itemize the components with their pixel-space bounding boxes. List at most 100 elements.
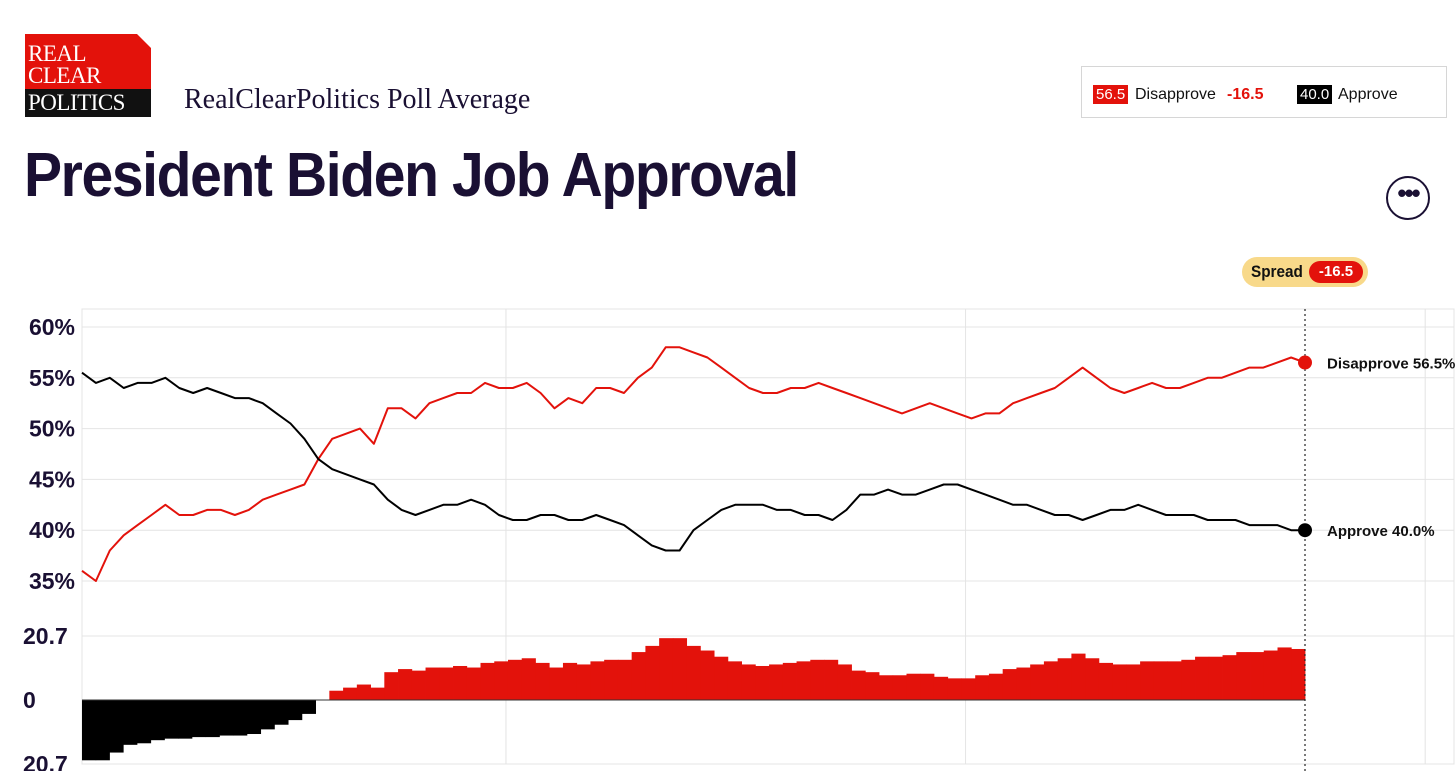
spread-badge: Spread -16.5 <box>1242 257 1368 287</box>
spread-bar <box>686 645 701 700</box>
spread-bar <box>617 659 633 700</box>
logo-line-3: POLITICS <box>25 89 151 117</box>
spread-bar <box>947 678 962 700</box>
spread-bar <box>274 700 289 725</box>
spread-bar <box>1291 648 1306 700</box>
spread-bar <box>136 700 152 744</box>
spread-bar <box>507 659 523 700</box>
spread-bar <box>590 661 605 700</box>
spread-bar <box>164 700 179 739</box>
more-options-button[interactable]: ••• <box>1386 176 1430 220</box>
legend-disapprove-value: 56.5 <box>1093 85 1129 104</box>
spread-bar <box>109 700 124 753</box>
spread-bar <box>1030 664 1045 700</box>
spread-bar <box>370 687 385 700</box>
logo-fold <box>137 34 151 48</box>
spread-bar <box>356 684 371 700</box>
spread-bar <box>562 662 578 700</box>
spread-bar <box>1263 650 1278 700</box>
page-subtitle: RealClearPolitics Poll Average <box>184 84 531 115</box>
spread-bar <box>301 700 317 714</box>
bar-y-tick-label: 20.7 <box>23 623 68 649</box>
spread-bar <box>1208 656 1223 700</box>
spread-bar <box>1098 662 1114 700</box>
spread-bar <box>123 700 138 745</box>
spread-bar <box>425 667 440 700</box>
y-tick-label: 40% <box>29 517 75 543</box>
spread-bar <box>837 664 852 700</box>
series-end-label-disapprove: Disapprove 56.5% <box>1327 356 1455 373</box>
spread-bar <box>521 658 536 700</box>
spread-bar <box>1016 667 1031 700</box>
spread-bar <box>576 664 591 700</box>
legend-approve-label: Approve <box>1338 86 1398 103</box>
page-title: President Biden Job Approval <box>24 141 799 210</box>
spread-bar <box>494 661 509 700</box>
spread-bar <box>1057 658 1072 700</box>
spread-bar <box>755 665 770 700</box>
spread-bar <box>810 659 825 700</box>
spread-bar <box>769 664 784 700</box>
series-endpoint-approve <box>1298 523 1312 538</box>
spread-bar <box>205 700 220 738</box>
spread-bar <box>1112 664 1127 700</box>
spread-bar <box>961 678 976 700</box>
series-endpoint-disapprove <box>1298 355 1312 370</box>
spread-bar <box>260 700 275 730</box>
spread-bar <box>659 638 674 700</box>
spread-bar <box>714 656 729 700</box>
spread-bar <box>1167 661 1182 700</box>
series-line-approve <box>81 371 1305 552</box>
legend-spread-value: -16.5 <box>1227 86 1264 103</box>
spread-bar <box>796 661 811 700</box>
logo-line-1: REAL <box>28 41 87 66</box>
spread-bar <box>219 700 234 736</box>
spread-bar <box>1181 659 1196 700</box>
spread-bar <box>343 687 358 700</box>
spread-bar <box>700 650 715 700</box>
spread-bar <box>439 667 454 700</box>
spread-bar <box>466 667 481 700</box>
bar-y-tick-label: 0 <box>23 687 36 713</box>
rcp-logo[interactable]: REAL CLEAR POLITICS <box>25 34 151 117</box>
spread-bar <box>1153 661 1168 700</box>
spread-bar <box>191 700 207 738</box>
spread-bar <box>535 662 550 700</box>
spread-bar <box>178 700 193 739</box>
spread-bar <box>150 700 165 741</box>
bar-y-tick-label: 20.7 <box>23 751 68 771</box>
spread-bar <box>782 662 797 700</box>
spread-bar <box>1222 655 1237 700</box>
spread-bar <box>672 638 688 700</box>
spread-bar <box>604 659 619 700</box>
legend-approve-value: 40.0 <box>1297 85 1333 104</box>
spread-bar <box>1043 661 1059 700</box>
spread-bar <box>411 670 426 700</box>
spread-bar <box>631 652 646 700</box>
spread-bar <box>246 700 262 735</box>
spread-bar <box>1085 658 1100 700</box>
spread-bar <box>879 675 894 700</box>
y-tick-label: 35% <box>29 568 75 594</box>
spread-bar <box>824 659 839 700</box>
spread-bar <box>1071 653 1086 700</box>
spread-bar <box>920 673 935 700</box>
spread-bar <box>988 673 1004 700</box>
logo-line-2: CLEAR <box>28 63 101 88</box>
spread-bar <box>1140 661 1155 700</box>
spread-bar <box>288 700 303 721</box>
spread-bar <box>233 700 248 736</box>
spread-bar <box>1250 652 1265 700</box>
y-tick-label: 50% <box>29 416 75 442</box>
spread-badge-value: -16.5 <box>1309 261 1363 283</box>
spread-bar <box>727 661 742 700</box>
spread-badge-label: Spread <box>1251 262 1303 281</box>
spread-bar <box>480 662 495 700</box>
series-end-label-approve: Approve 40.0% <box>1327 523 1435 540</box>
ellipsis-icon: ••• <box>1397 178 1420 208</box>
spread-bar <box>549 667 564 700</box>
spread-bar <box>933 676 949 700</box>
spread-bar <box>95 700 110 761</box>
spread-bar <box>906 673 921 700</box>
spread-bar <box>645 645 660 700</box>
